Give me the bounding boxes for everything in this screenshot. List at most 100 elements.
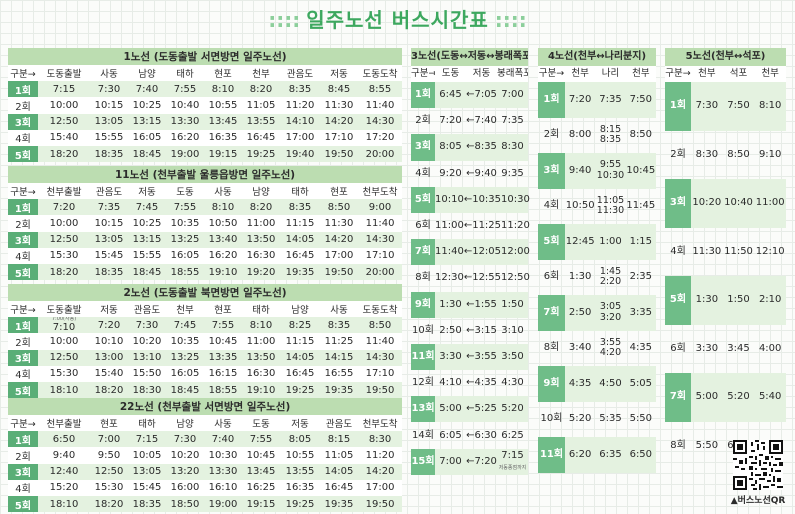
time-cell: 18:20 [38, 263, 90, 281]
time-cell: 7:55 [204, 317, 242, 334]
column-header: 구분→ [8, 183, 38, 200]
time-cell: 19:50 [320, 145, 358, 163]
trip-label: 8회 [670, 439, 686, 451]
route-table-header: 1노선 (도동출발 서면방면 일주노선) [8, 48, 402, 65]
trip-label: 2회 [8, 97, 38, 114]
time-cell: 16:45 [242, 129, 280, 146]
table-row: 12회 4:10 ←4:35 4:30 [411, 370, 528, 396]
column-header: 도동 [441, 68, 460, 79]
table-row: 4회 15:30 15:45 15:55 16:05 16:20 16:30 16:45 17:… [8, 247, 403, 264]
time-cell: 11:15 [280, 333, 320, 350]
time-cell-range: 11:05 11:30 [596, 194, 625, 217]
time-cell: 16:55 [320, 365, 358, 382]
time-cell: 10:00 [38, 97, 90, 114]
trip-label: 1회 [665, 82, 691, 131]
route5-columns: 구분→ 천부 석포 천부 [665, 66, 786, 82]
time-cell: 7:45 [128, 199, 166, 216]
time-cell: 8:15 [320, 431, 358, 448]
time-cell: 9:50 [90, 447, 128, 464]
column-header: 남양 [280, 301, 320, 318]
time-cell: 10:35 [166, 215, 204, 232]
table-row: 1회 6:45 ←7:05 7:00 [411, 82, 528, 109]
time-cell: 18:30 [128, 381, 166, 399]
time-cell-range: 3:05 3:20 [599, 301, 622, 323]
time-cell: 13:50 [242, 349, 280, 366]
table-row: 10회 2:50 ←3:15 3:10 [411, 318, 528, 344]
time-cell: 1:00 [599, 235, 622, 247]
column-header: 도동도착 [358, 301, 402, 318]
time-cell: 7:45 [166, 317, 204, 334]
time-cell: 10:00 [38, 333, 90, 350]
time-cell: 15:40 [38, 129, 90, 146]
time-cell: ←12:55 [463, 272, 502, 284]
route3-header: 3노선(도동↔저동↔봉래폭포) [411, 48, 528, 66]
time-cell: 16:30 [242, 247, 280, 264]
table-row: 2회 8:30 8:50 9:10 [665, 131, 786, 180]
column-header: 사동 [204, 415, 242, 432]
column-header: 도동출발 [38, 301, 90, 318]
time-cell: 12:30 [435, 272, 464, 284]
qr-code-image[interactable] [733, 440, 783, 490]
table-row: 4회 15:20 15:30 15:45 16:00 16:10 16:25 16:35 16:… [8, 479, 403, 496]
table-row: 1회 7:00(사동) 7:10 7:20 7:30 7:45 7:55 8:10 8:25 8:… [8, 317, 402, 334]
time-cell: 18:20 [90, 381, 128, 399]
trip-label: 4회 [8, 365, 38, 382]
time-cell: 15:30 [90, 479, 128, 496]
table-row: 6회 3:30 3:45 4:00 [665, 325, 786, 374]
time-cell: 7:50 [727, 100, 750, 112]
column-header: 석포 [729, 68, 748, 79]
time-cell: 14:20 [320, 113, 358, 130]
column-header: 도동 [242, 415, 280, 432]
time-cell: 19:20 [242, 263, 280, 281]
table-row: 15회 7:00 ←7:20 7:15 저동종점까지 [411, 448, 528, 475]
time-cell: 15:20 [38, 479, 90, 496]
table-row: 6회 11:00 ←11:25 11:20 [411, 213, 530, 239]
time-cell: 5:20 [568, 413, 592, 425]
trip-label: 7회 [538, 295, 565, 331]
trip-label: 10회 [540, 413, 563, 425]
trip-label: 1회 [8, 431, 38, 448]
table-row: 13회 5:00 ←5:25 5:20 [411, 396, 528, 423]
time-cell: 1:30 [695, 294, 719, 306]
time-cell: 3:10 [501, 324, 524, 336]
time-cell: 15:30 [38, 365, 90, 382]
time-cell: 17:00 [320, 247, 358, 264]
time-cell: 18:35 [128, 495, 166, 513]
time-cell: 5:00 [439, 403, 462, 415]
column-header: 구분→ [8, 415, 38, 432]
time-cell: ←12:05 [463, 246, 502, 258]
time-cell: 10:30 [501, 193, 530, 205]
table-row: 3회 12:50 13:00 13:10 13:25 13:35 13:50 14:05 14:… [8, 349, 402, 366]
time-cell: 7:35 [90, 199, 128, 216]
time-cell: ←5:25 [466, 403, 497, 415]
time-cell: 3:50 [501, 350, 524, 362]
time-cell: 7:30 [166, 431, 204, 448]
time-cell: 13:55 [280, 463, 320, 480]
trip-label: 8회 [543, 342, 560, 354]
time-cell: 4:00 [758, 342, 782, 354]
column-header: 천부 [632, 68, 650, 79]
table-row: 4회 9:20 ←9:40 9:35 [411, 161, 528, 187]
trip-label: 2회 [8, 447, 38, 464]
time-cell: 13:00 [90, 349, 128, 366]
time-cell: 6:20 [568, 448, 592, 460]
time-cell: 19:10 [204, 263, 242, 281]
trip-label: 2회 [8, 215, 38, 232]
time-cell: 10:10 [90, 333, 128, 350]
time-cell: 8:55 [358, 81, 402, 98]
table-row: 5회 18:20 18:35 18:45 18:55 19:10 19:20 19:35 19:… [8, 263, 403, 281]
time-cell: 10:50 [565, 200, 595, 212]
title-text: 일주노선 버스시간표 [306, 8, 489, 32]
route4-columns: 구분→ 천부 나리 천부 [538, 66, 656, 82]
trip-label: 11회 [538, 437, 565, 473]
route5-panel: 5노선(천부↔석포) 구분→ 천부 석포 천부 1회 7:30 7:50 8:10 2회 8:30 8… [665, 48, 786, 470]
time-cell: 16:45 [320, 479, 358, 496]
trip-label: 1회 [8, 199, 38, 216]
time-cell: 7:00 [90, 431, 128, 448]
trip-label: 6회 [415, 220, 431, 232]
time-cell: 10:25 [128, 215, 166, 232]
trip-label: 3회 [538, 153, 565, 189]
column-header: 천부 [166, 301, 204, 318]
time-cell: 18:45 [128, 263, 166, 281]
time-cell: 10:20 [166, 447, 204, 464]
